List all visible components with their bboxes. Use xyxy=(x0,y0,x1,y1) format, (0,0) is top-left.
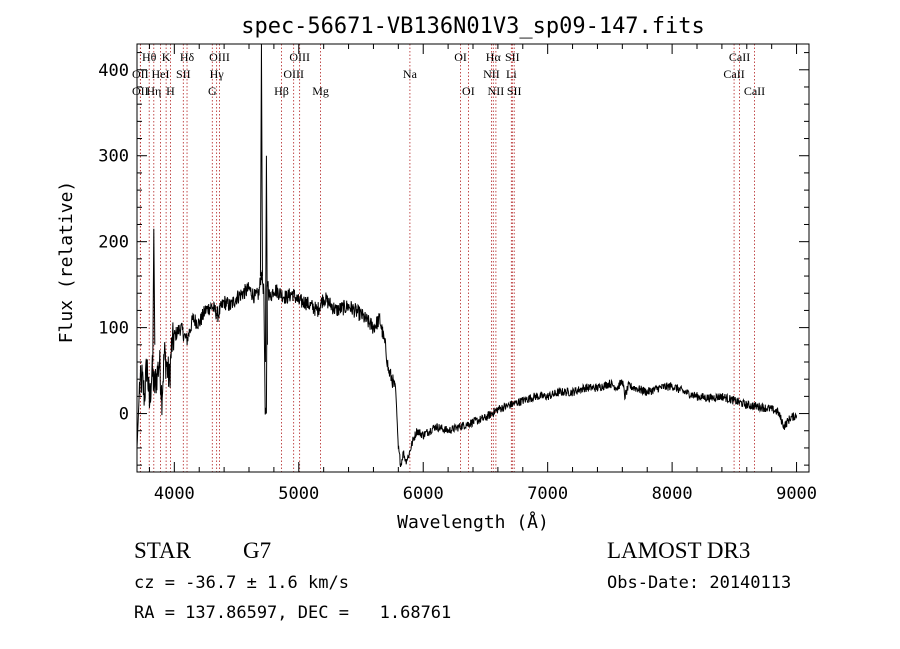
x-tick-label: 9000 xyxy=(776,484,817,504)
line-mark-label: NII xyxy=(483,67,500,81)
line-mark-label: SII xyxy=(505,50,520,64)
line-mark-label: NII xyxy=(488,84,505,98)
y-tick-label: 0 xyxy=(119,405,129,425)
x-tick-label: 4000 xyxy=(154,484,195,504)
spectrum-spike xyxy=(152,228,156,362)
line-mark-label: G xyxy=(208,84,217,98)
y-tick-label: 400 xyxy=(98,61,129,81)
line-mark-label: H xyxy=(166,84,175,98)
line-mark-label: OII xyxy=(132,84,149,98)
redshift-text: cz = -36.7 ± 1.6 km/s xyxy=(134,573,349,593)
line-mark-label: CaII xyxy=(729,50,750,64)
spectrum-spike xyxy=(264,155,268,362)
y-tick-label: 100 xyxy=(98,319,129,339)
line-mark-label: SII xyxy=(507,84,522,98)
line-mark-label: SII xyxy=(176,67,191,81)
line-mark-label: Hθ xyxy=(142,50,157,64)
obs-date-text: Obs-Date: 20140113 xyxy=(607,573,792,593)
line-mark-label: Na xyxy=(403,67,418,81)
line-mark-label: OI xyxy=(462,84,475,98)
x-axis-label: Wavelength (Å) xyxy=(397,511,549,533)
x-tick-label: 6000 xyxy=(403,484,444,504)
line-mark-label: OII xyxy=(132,67,149,81)
x-tick-label: 7000 xyxy=(527,484,568,504)
line-mark-label: OIII xyxy=(283,67,304,81)
y-axis-label: Flux (relative) xyxy=(56,181,77,344)
line-mark-label: Li xyxy=(506,67,517,81)
line-mark-label: Mg xyxy=(312,84,329,98)
line-mark-label: CaII xyxy=(723,67,744,81)
survey-name: LAMOST DR3 xyxy=(607,538,751,563)
plot-frame xyxy=(136,43,810,473)
object-class: STAR xyxy=(134,538,191,563)
chart-title: spec-56671-VB136N01V3_sp09-147.fits xyxy=(241,14,705,39)
axis-ticks: 4000 5000 6000 7000 8000 9000 0 100 200 300 400 xyxy=(98,44,817,504)
line-mark-label: OIII xyxy=(209,50,230,64)
emission-line-markers xyxy=(139,44,755,472)
x-tick-label: 5000 xyxy=(278,484,319,504)
y-tick-label: 300 xyxy=(98,147,129,167)
line-mark-label: OIII xyxy=(289,50,310,64)
coordinates-text: RA = 137.86597, DEC = 1.68761 xyxy=(134,603,452,623)
line-mark-label: Hα xyxy=(486,50,502,64)
line-labels: OIIOIIHθHηHeIKHSIIHδHγGOIIIHβOIIIOIIIMgN… xyxy=(132,50,765,98)
line-mark-label: HeI xyxy=(152,67,170,81)
line-mark-label: Hγ xyxy=(210,67,225,81)
line-mark-label: OI xyxy=(454,50,467,64)
object-subclass: G7 xyxy=(243,538,272,563)
spectrum-peak xyxy=(259,43,263,277)
x-tick-label: 8000 xyxy=(652,484,693,504)
line-mark-label: Hβ xyxy=(274,84,289,98)
spectrum-series xyxy=(136,43,798,467)
line-mark-label: Hδ xyxy=(180,50,195,64)
line-mark-label: CaII xyxy=(744,84,765,98)
y-tick-label: 200 xyxy=(98,233,129,253)
spectrum-line xyxy=(136,270,798,467)
line-mark-label: K xyxy=(162,50,171,64)
line-mark-label: Hη xyxy=(146,84,161,98)
